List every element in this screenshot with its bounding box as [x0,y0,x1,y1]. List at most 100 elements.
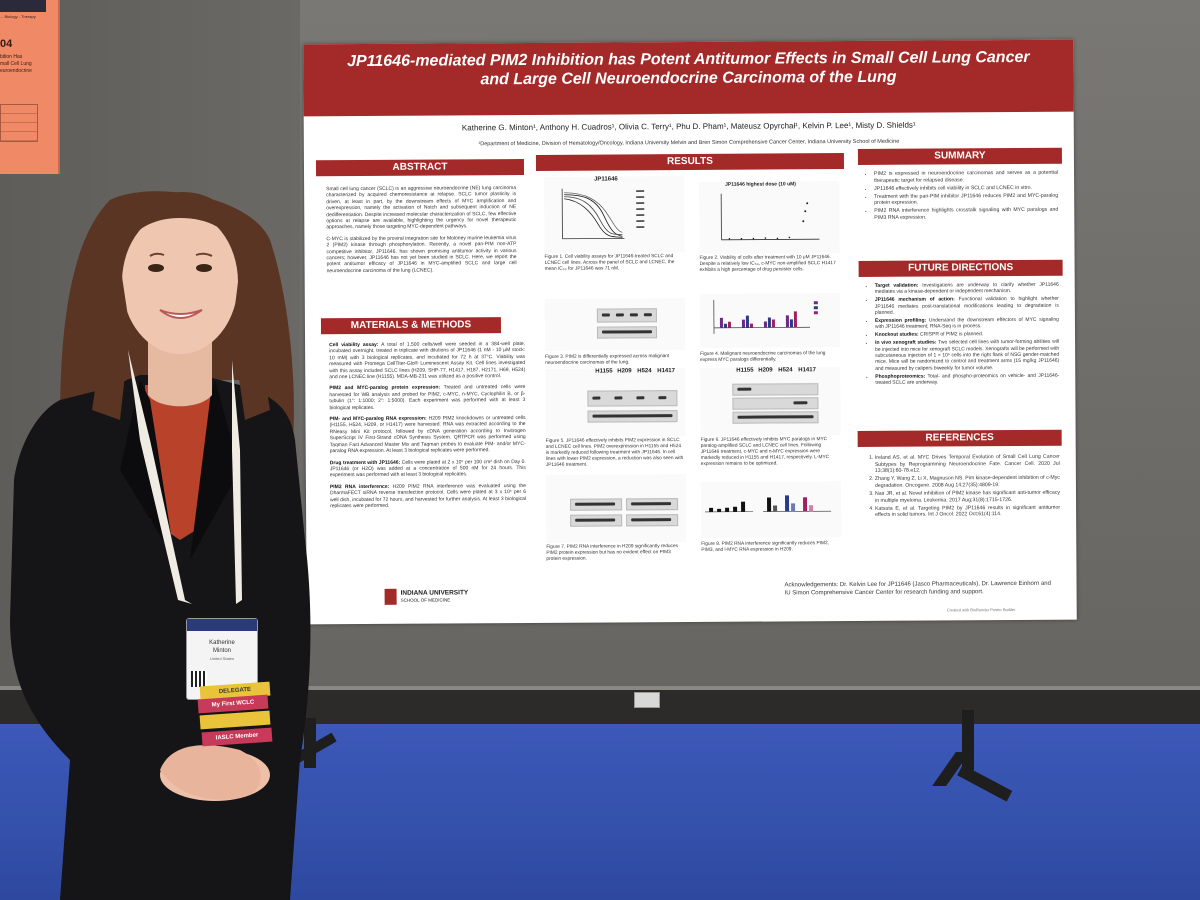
lane-label: H524 [778,367,793,374]
badge-first-name: Katherine [209,640,235,646]
blot-band [658,396,667,400]
blot-band [737,387,752,391]
neighbor-poster-line: euroendocrine [0,68,32,74]
neighbor-poster-table [0,104,38,142]
figure-1-plot [561,188,645,240]
iu-school: SCHOOL OF MEDICINE [400,597,451,603]
rail-tag [634,692,660,708]
abstract-paragraph: C-MYC is stabilized by the proviral inte… [326,234,517,275]
future-item: Expression profiling: Understand the dow… [875,317,1059,331]
blot-band [575,518,616,522]
badge-last-name: Minton [212,648,231,654]
future-heading: Knockout studies: [875,331,919,339]
future-list: Target validation: Investigations are un… [867,282,1060,388]
blot-panel [732,383,819,396]
badge-country: United States [209,656,234,661]
blot-band [601,313,610,317]
lane-label: H524 [637,368,652,375]
lane-label: H1155 [595,368,613,375]
neighbor-poster: ... Biology - Therapy 04 bition Has mall… [0,0,60,174]
method-item: Cell viability assay: A total of 1,500 c… [329,341,525,381]
future-body: CRISPR of PIM2 is planned. [920,331,984,338]
blot-band [575,502,616,506]
figure-8-bars-b [767,495,814,512]
method-item: PIM2 RNA interference: H209 PIM2 RNA int… [330,483,526,510]
methods-text: Cell viability assay: A total of 1,500 c… [329,341,526,510]
reference-item: Katsuta E, et al. Targeting PIM2 by JP11… [875,504,1060,518]
references-list: Ireland AS, et al. MYC Drives Temporal E… [866,454,1060,521]
section-references-header: REFERENCES [857,429,1062,447]
lane-label: H1155 [736,367,754,374]
figure-2-title: JP11646 highest dose (10 uM) [725,181,796,188]
figure-6-caption: Figure 6. JP11646 effectively inhibits M… [700,437,830,467]
figure-4-legend [813,301,818,315]
figure-3-western-blot [544,298,686,351]
blot-band [615,313,624,317]
blot-band [601,330,653,334]
stand-leg [962,710,974,770]
figure-6-western-blot: H1155 H209 H524 H1417 [700,367,841,436]
figure-8-caption: Figure 8. PIM2 RNA interference signific… [701,541,830,553]
blot-band [636,396,645,400]
future-heading: In vivo xenograft studies: [875,339,937,347]
section-abstract-header: ABSTRACT [315,159,525,177]
figure-8-bar-chart [700,481,842,538]
research-poster: JP11646-mediated PIM2 Inhibition has Pot… [303,39,1077,625]
section-future-header: FUTURE DIRECTIONS [858,259,1063,277]
blot-panel [732,397,819,410]
badge-header [187,619,257,631]
reference-item: Nair JR, et al. Novel inhibition of PIM2… [875,490,1060,504]
poster-authors: Katherine G. Minton¹, Anthony H. Cuadros… [461,120,916,133]
figure-1-caption: Figure 1. Cell viability assays for JP11… [544,254,675,272]
blot-band [592,396,601,400]
method-heading: PIM2 RNA interference: [329,483,390,490]
figure-4-bars [719,311,797,328]
figure-1-legend [636,190,645,228]
future-item: Target validation: Investigations are un… [875,282,1059,296]
figure-3-caption: Figure 3. PIM2 is differentially express… [545,354,670,366]
booth-rail-edge [0,686,1200,690]
figure-8-bars-a [709,501,746,512]
abstract-text: Small cell lung cancer (SCLC) is an aggr… [326,185,517,274]
summary-item: PIM2 is expressed in neuroendocrine carc… [874,170,1058,184]
method-item: Drug treatment with JP11646: Cells were … [330,459,526,479]
blot-panel [596,308,657,323]
neighbor-poster-text: bition Has mall Cell Lung euroendocrine [0,54,52,75]
blot-band [629,313,638,317]
abstract-paragraph: Small cell lung cancer (SCLC) is an aggr… [326,185,517,231]
future-heading: Expression profiling: [874,317,927,324]
iu-wordmark: INDIANA UNIVERSITY SCHOOL OF MEDICINE [401,589,469,603]
reference-item: Zhang Y, Wang Z, Li X, Magnuson NS. Pim … [875,475,1060,489]
poster-affiliation: ¹Department of Medicine, Division of Hem… [478,138,900,148]
blot-panel-loading [570,514,623,527]
lane-label: H209 [758,367,773,374]
future-item: In vivo xenograft studies: Two selected … [875,339,1059,372]
figure-2-points [728,202,809,240]
blot-band [614,396,623,400]
figure-2-caption: Figure 2. Viability of cells after treat… [699,255,836,273]
figure-5-caption: Figure 5. JP11646 effectively inhibits P… [545,438,684,468]
lane-label: H1417 [657,368,675,375]
neighbor-poster-top: ... Biology - Therapy [0,14,36,19]
summary-list: PIM2 is expressed in neuroendocrine carc… [866,170,1058,223]
blot-band [592,414,673,418]
blot-panel-loading [596,326,658,339]
section-summary-header: SUMMARY [857,147,1062,165]
future-item: Phosphoproteomics: Total- and phospho-pr… [875,373,1059,387]
blot-panel [587,390,678,407]
figure-4-caption: Figure 4. Malignant neuroendocrine carci… [700,351,826,363]
figure-7-western-blot [545,474,687,543]
lane-label: H1417 [798,367,816,374]
blot-panel [626,498,679,511]
acknowledgements: Acknowledgements: Dr. Kelvin Lee for JP1… [784,580,1051,597]
indiana-university-logo-icon [384,588,397,605]
figure-1-curve [564,196,623,235]
blot-panel-loading [626,514,679,527]
lane-label: H209 [617,368,632,375]
figure-4-bar-chart [699,293,841,348]
blot-band [793,401,808,405]
badge-qr-code [191,671,207,687]
section-methods-header: MATERIALS & METHODS [320,317,502,335]
blue-carpet [0,724,1200,900]
blot-band [737,415,814,419]
